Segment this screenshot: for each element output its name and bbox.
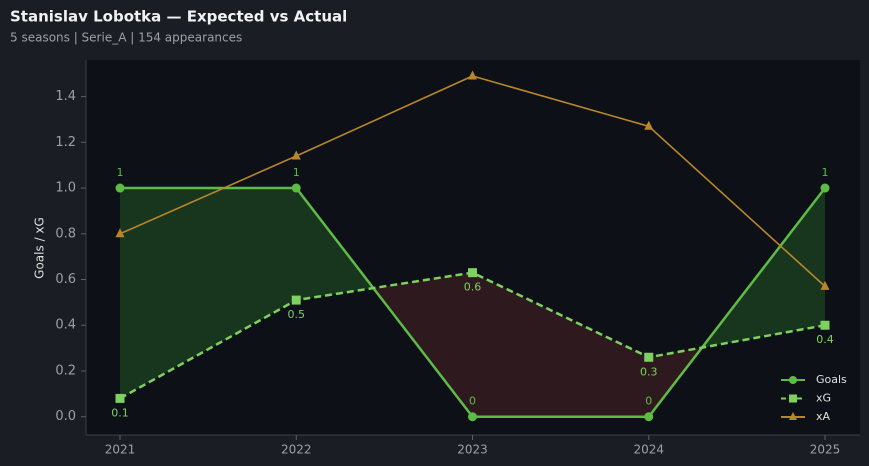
x-tick-label: 2025 — [810, 443, 841, 457]
series-marker — [468, 268, 477, 278]
y-tick-label: 0.4 — [55, 318, 76, 333]
chart-subtitle: 5 seasons | Serie_A | 154 appearances — [10, 31, 242, 45]
legend-marker — [789, 376, 797, 384]
gap-fill — [296, 188, 374, 301]
data-label: 0 — [645, 395, 652, 408]
chart-title: Stanislav Lobotka — Expected vs Actual — [10, 8, 347, 26]
data-label: 0 — [469, 395, 476, 408]
series-marker — [115, 393, 125, 403]
gap-fill — [120, 188, 297, 399]
series-marker — [468, 412, 477, 422]
legend-label: xG — [816, 392, 831, 405]
y-axis-label: Goals / xG — [33, 217, 47, 279]
plot-area — [86, 60, 860, 435]
y-tick-label: 0.0 — [55, 409, 76, 424]
gap-fill — [373, 272, 473, 417]
legend-marker — [789, 394, 797, 403]
gap-fill — [472, 272, 649, 417]
x-tick-label: 2021 — [105, 443, 136, 457]
data-label: 0.4 — [816, 333, 834, 346]
series-marker — [291, 295, 301, 305]
series-marker — [291, 150, 301, 160]
data-label: 1 — [117, 166, 124, 179]
series-marker — [115, 183, 125, 193]
legend-label: xA — [816, 410, 831, 423]
y-tick-label: 0.6 — [55, 272, 76, 287]
legend-marker — [789, 412, 797, 420]
data-label: 0.1 — [111, 406, 129, 419]
y-tick-label: 1.2 — [55, 135, 76, 150]
x-tick-label: 2023 — [457, 443, 488, 457]
series-marker — [644, 120, 654, 130]
series-marker — [468, 70, 477, 80]
data-label: 0.6 — [464, 281, 482, 294]
legend-label: Goals — [816, 373, 847, 386]
x-tick-label: 2024 — [633, 443, 664, 457]
series-marker — [820, 320, 830, 330]
series-marker — [820, 280, 830, 290]
series-marker — [820, 183, 830, 193]
data-label: 0.5 — [288, 308, 306, 321]
series-marker — [644, 412, 654, 422]
data-label: 1 — [822, 166, 829, 179]
series-marker — [115, 228, 125, 238]
y-tick-label: 0.2 — [55, 363, 76, 378]
series-marker — [291, 183, 301, 193]
data-label: 1 — [293, 166, 300, 179]
series-marker — [644, 352, 654, 362]
y-tick-label: 0.8 — [55, 226, 76, 241]
x-tick-label: 2022 — [281, 443, 312, 457]
y-tick-label: 1.0 — [55, 181, 76, 196]
y-tick-label: 1.4 — [55, 89, 76, 104]
data-label: 0.3 — [640, 365, 658, 378]
